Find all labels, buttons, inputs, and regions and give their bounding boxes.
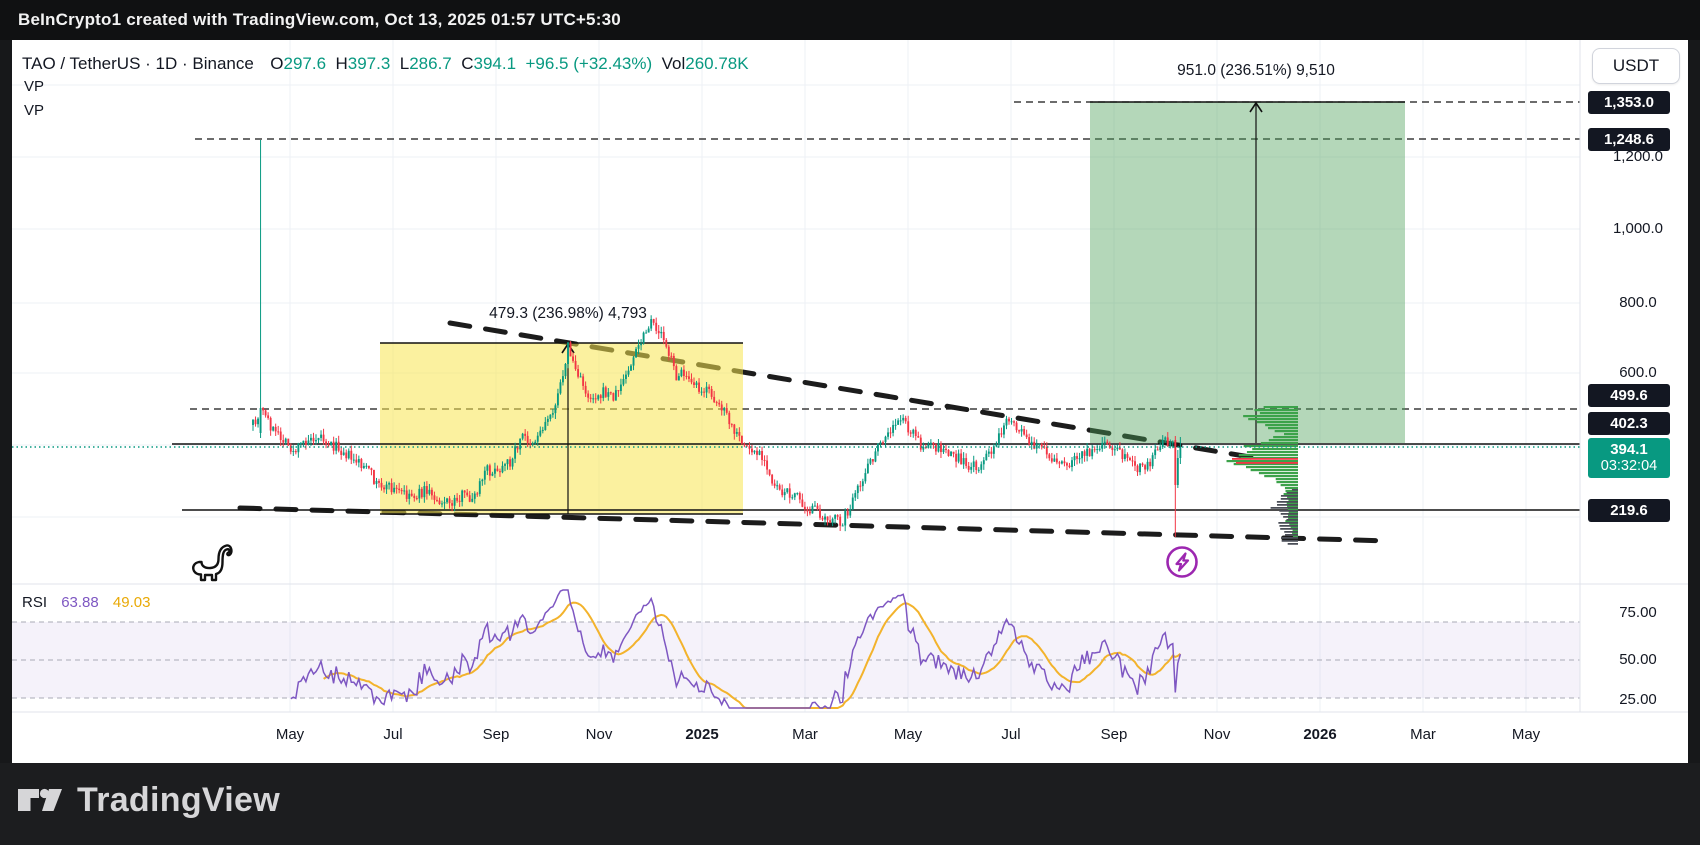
rsi-main-line <box>290 589 1182 709</box>
time-axis-label: Mar <box>1410 726 1436 743</box>
rsi-axis-label: 25.00 <box>1619 691 1657 708</box>
green-projection-box[interactable] <box>1090 102 1405 443</box>
legend-dot: · <box>140 54 156 73</box>
candlestick-series <box>252 140 1182 537</box>
price-axis-label: 600.0 <box>1619 364 1657 381</box>
legend-ohlc-letter: L <box>390 54 410 73</box>
time-axis-label: May <box>1511 726 1541 743</box>
trendline-drawing[interactable] <box>447 320 1265 462</box>
time-axis-label: Nov <box>1203 726 1231 743</box>
legend-interval: 1D <box>155 54 178 73</box>
price-level-label: 1,353.0 <box>1588 91 1670 114</box>
time-axis-label: May <box>893 726 923 743</box>
price-axis-label: 1,200.0 <box>1612 148 1664 165</box>
price-level-label: 402.3 <box>1588 412 1670 435</box>
footer-bar: TradingView <box>0 763 1700 845</box>
dinosaur-drawing[interactable] <box>188 540 234 584</box>
yellow-highlight-box[interactable] <box>380 343 743 514</box>
symbol-legend[interactable]: TAO / TetherUS · 1D · Binance O297.6 H39… <box>22 54 749 74</box>
chart-panel: TAO / TetherUS · 1D · Binance O297.6 H39… <box>12 40 1688 763</box>
tradingview-logo[interactable]: TradingView <box>18 781 280 820</box>
dinosaur-icon <box>192 544 233 582</box>
time-axis-label: Jul <box>1001 726 1021 743</box>
time-axis-label: Sep <box>482 726 510 743</box>
time-axis-label: 2026 <box>1303 726 1337 743</box>
time-axis-label: May <box>275 726 305 743</box>
legend-symbol: TAO / TetherUS <box>22 54 141 73</box>
legend-ohlc-value: 286.7 <box>409 54 452 73</box>
spacer <box>516 54 525 73</box>
time-axis-label: Nov <box>585 726 613 743</box>
chart-canvas[interactable] <box>12 40 1688 763</box>
indicator-legend-vp-1[interactable]: VP <box>24 78 45 95</box>
lightning-icon <box>1175 552 1190 572</box>
bar-countdown: 03:32:04 <box>1600 458 1658 474</box>
attribution-text: BeInCrypto1 created with TradingView.com… <box>18 10 621 29</box>
legend-ohlc-value: 394.1 <box>473 54 517 73</box>
measure-arrowhead <box>1249 101 1263 113</box>
volume-profile[interactable] <box>1226 406 1298 545</box>
rsi-signal-value: 49.03 <box>112 594 151 611</box>
time-axis-label: 2025 <box>685 726 719 743</box>
rsi-label: RSI <box>22 594 48 611</box>
measure-label-green: 951.0 (236.51%) 9,510 <box>1177 62 1335 79</box>
price-level-label: 499.6 <box>1588 384 1670 407</box>
time-axis-label: Mar <box>792 726 818 743</box>
time-axis-label: Sep <box>1100 726 1128 743</box>
event-marker-lightning[interactable] <box>1164 544 1200 580</box>
price-level-label: 219.6 <box>1588 499 1670 522</box>
time-axis-label: Jul <box>383 726 403 743</box>
rsi-main-value: 63.88 <box>61 594 99 611</box>
legend-ohlc-value: 397.3 <box>347 54 391 73</box>
last-price-label: 394.1 03:32:04 <box>1588 438 1670 478</box>
tradingview-wordmark: TradingView <box>77 781 280 819</box>
attribution-bar: BeInCrypto1 created with TradingView.com… <box>0 0 1700 40</box>
legend-ohlc-letter: O <box>260 54 284 73</box>
rsi-axis-label: 75.00 <box>1619 604 1657 621</box>
vp-poc-line <box>1236 462 1298 464</box>
marker-circle <box>1166 546 1198 578</box>
legend-ohlc-letter: H <box>326 54 348 73</box>
price-axis-label: 800.0 <box>1619 294 1657 311</box>
vp-poc-line <box>1232 458 1298 460</box>
price-level-label: 1,248.6 <box>1588 128 1670 151</box>
legend-vol-value: 260.78K <box>685 54 749 73</box>
legend-dot: · <box>177 54 193 73</box>
rsi-legend[interactable]: RSI 63.88 49.03 <box>22 594 150 611</box>
tradingview-glyph-icon <box>18 788 62 811</box>
measure-label-yellow: 479.3 (236.98%) 4,793 <box>489 305 647 322</box>
legend-ohlc-letter: C <box>451 54 474 73</box>
currency-toggle-button[interactable]: USDT <box>1592 48 1680 84</box>
legend-ohlc-value: 297.6 <box>283 54 327 73</box>
legend-vol-label: Vol <box>652 54 686 73</box>
legend-exchange: Binance <box>192 54 254 73</box>
last-price-value: 394.1 <box>1610 441 1648 458</box>
indicator-legend-vp-2[interactable]: VP <box>24 102 45 119</box>
legend-change: +96.5 (+32.43%) <box>525 54 653 73</box>
rsi-axis-label: 50.00 <box>1619 651 1657 668</box>
price-axis-label: 1,000.0 <box>1612 220 1664 237</box>
